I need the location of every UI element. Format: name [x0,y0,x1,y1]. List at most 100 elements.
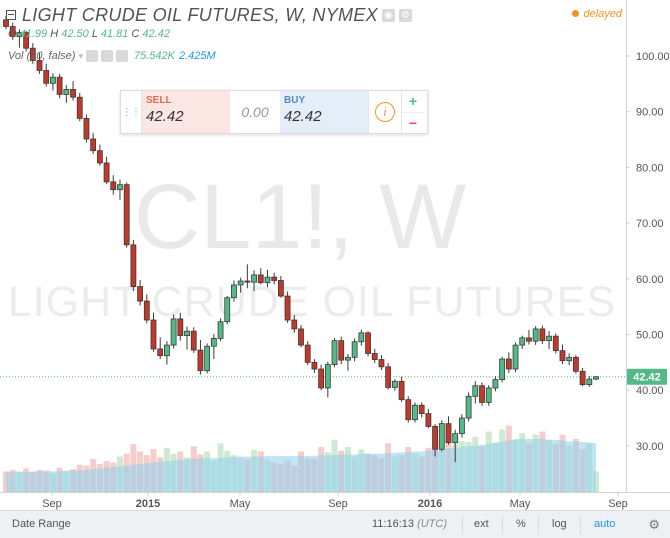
sell-button[interactable]: SELL 42.42 [142,91,230,133]
gear-icon[interactable]: ⚙ [648,517,660,532]
candle [224,296,231,325]
candle [63,84,70,103]
candle-body [331,340,338,365]
candle-body [398,380,405,401]
drag-handle-icon[interactable]: ⋮⋮ [121,91,142,133]
candle-body [593,376,599,380]
candle-body [566,356,573,362]
low-value: 41.81 [100,28,129,40]
ext-button[interactable]: ext [474,518,489,530]
increase-quantity-button[interactable]: + [402,91,424,113]
price-tick-label: 50.00 [636,330,664,342]
candle-body [190,330,197,351]
candle-body [391,380,398,388]
high-label: H [50,28,59,40]
candle [123,182,130,248]
candle [210,333,217,360]
volume-study-label[interactable]: Vol (20, false) [8,50,76,62]
candle-body [143,300,150,321]
candle-body [351,341,358,358]
candle-body [338,340,345,361]
candle [358,329,365,346]
candle [586,376,593,387]
candle [512,342,519,373]
candle [505,352,512,373]
price-axis-bg [626,0,670,510]
candle-body [43,70,50,84]
candle-body [284,295,291,321]
candle [170,314,177,349]
candle [385,362,392,390]
candle-body [9,26,16,37]
candle-body [29,47,36,61]
settings-icon[interactable]: ⚙ [398,8,412,22]
eye-icon[interactable]: ◉ [381,8,395,22]
price-tick-label: 40.00 [636,385,664,397]
close-label: C [131,28,140,40]
watermark-name: LIGHT CRUDE OIL FUTURES [8,278,616,326]
candle [291,315,298,333]
candle-body [177,318,184,337]
price-tick-label: 100.00 [636,51,670,63]
candle [311,359,318,373]
status-dot-icon [572,10,580,17]
candle-body [210,337,217,347]
delayed-status: delayed [572,8,622,20]
date-range-button[interactable]: Date Range [12,518,71,530]
info-button[interactable]: i [368,91,401,133]
divider [580,515,581,534]
settings-icon[interactable] [101,50,113,62]
candle [479,382,485,406]
trade-panel: ⋮⋮ SELL 42.42 0.00 BUY 42.42 i + − [120,90,428,134]
auto-scale-button[interactable]: auto [594,518,616,530]
candle-body [385,366,392,388]
candle-body [110,181,117,191]
candle-body [324,364,331,389]
candle [157,337,164,360]
info-icon: i [375,102,395,122]
candle [318,364,325,391]
candle [9,22,16,40]
candle-body [559,350,566,362]
candle [391,379,398,391]
candle [519,335,526,349]
sell-label: SELL [146,95,172,106]
eye-icon[interactable] [86,50,98,62]
candle [96,144,103,166]
chart-svg: CL1!, W LIGHT CRUDE OIL FUTURES 30.00 40.00… [0,0,670,510]
candle [83,114,90,143]
candle-body [358,332,365,343]
quantity-input[interactable]: 0.00 [241,104,269,120]
candle [365,331,371,357]
buy-button[interactable]: BUY 42.42 [280,91,368,133]
candle [331,337,338,368]
candle [532,326,539,346]
time-tick-label: Sep [608,498,628,510]
time-tick-label: 2015 [136,498,160,510]
candle [304,341,311,366]
collapse-icon[interactable] [6,10,16,20]
candle [472,381,479,404]
close-icon[interactable] [116,50,128,62]
chevron-down-icon[interactable]: ▾ [78,50,83,61]
candle-body [23,32,30,49]
candle-body [217,321,224,339]
candle-body [539,328,546,342]
high-value: 42.50 [61,28,89,40]
candle [56,73,63,99]
percent-button[interactable]: % [516,518,526,530]
candle-body [204,345,211,372]
candle [552,333,559,354]
candle [76,92,83,122]
candle [338,336,345,365]
log-button[interactable]: log [552,518,567,530]
price-tick-label: 70.00 [636,218,664,230]
clock-display[interactable]: 11:16:13 (UTC) [372,518,447,530]
candle [237,277,244,293]
candle-body [405,399,412,421]
symbol-title[interactable]: LIGHT CRUDE OIL FUTURES, W, NYMEX [22,4,378,25]
decrease-quantity-button[interactable]: − [408,114,418,131]
candle [251,270,257,292]
candle-body [304,344,311,363]
